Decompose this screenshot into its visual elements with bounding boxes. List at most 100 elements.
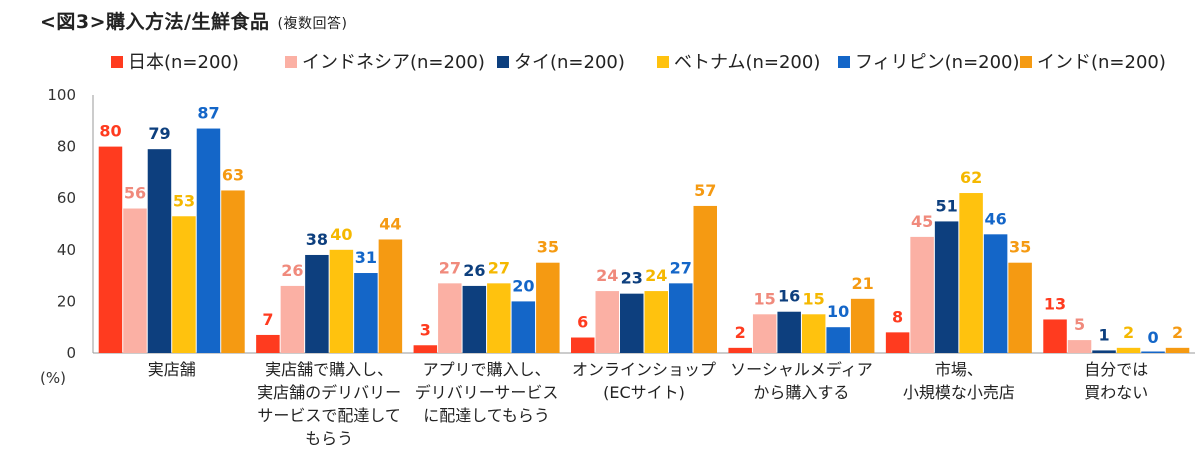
legend-swatch-5 [1020, 56, 1032, 68]
data-label: 0 [1147, 328, 1158, 347]
bar [221, 190, 245, 353]
bar [850, 298, 875, 353]
category-label: もらう [305, 429, 353, 448]
bar [438, 283, 462, 353]
data-label: 63 [222, 165, 244, 184]
bar [910, 236, 934, 353]
bar [1116, 347, 1141, 353]
data-label: 2 [1123, 323, 1134, 342]
data-label: 79 [148, 124, 170, 143]
legend-swatch-2 [497, 56, 509, 68]
data-label: 56 [124, 184, 146, 203]
y-tick-label: 40 [57, 241, 76, 259]
category-label: サービスで配達して [257, 406, 401, 425]
category-label: 自分では [1084, 360, 1148, 379]
data-label: 53 [173, 191, 195, 210]
bar [487, 283, 511, 353]
bar [1067, 340, 1092, 353]
bar [801, 314, 826, 353]
bar [693, 205, 717, 353]
bar [571, 337, 595, 353]
bar [147, 149, 172, 353]
data-label: 46 [984, 209, 1006, 228]
bar [413, 345, 438, 353]
category-label: オンラインショップ [572, 360, 716, 379]
data-label: 35 [537, 238, 559, 257]
bar [620, 293, 644, 353]
chart-subtitle: (複数回答) [277, 16, 348, 32]
category-label: に配達してもらう [423, 406, 550, 425]
data-label: 26 [281, 261, 303, 280]
bar [595, 291, 619, 353]
bar [329, 249, 354, 353]
data-label: 80 [99, 122, 121, 141]
y-tick-label: 20 [57, 292, 76, 310]
category-label: 実店舗で購入し、 [265, 360, 393, 379]
legend-label-0: 日本(n=200) [128, 52, 239, 73]
y-tick-label: 80 [57, 138, 76, 156]
bar [885, 332, 910, 353]
data-label: 2 [1172, 323, 1183, 342]
legend-swatch-0 [111, 56, 123, 68]
category-label: (ECサイト) [603, 383, 685, 402]
legend-swatch-3 [657, 56, 669, 68]
y-tick-label: 0 [66, 344, 76, 362]
bar [959, 193, 983, 353]
category-label: 小規模な小売店 [903, 383, 1015, 402]
data-label: 5 [1074, 315, 1085, 334]
data-label: 57 [694, 181, 716, 200]
y-axis-unit: (%) [40, 369, 66, 387]
data-label: 2 [735, 323, 746, 342]
data-label: 3 [420, 320, 431, 339]
bar [123, 208, 147, 353]
bars [98, 128, 1190, 353]
data-label: 16 [778, 287, 800, 306]
chart-title-text: <図3>購入方法/生鮮食品 [40, 11, 270, 33]
legend-label-2: タイ(n=200) [514, 52, 625, 73]
bar [983, 234, 1008, 353]
data-label: 27 [439, 258, 461, 277]
data-label: 40 [330, 225, 352, 244]
legend-label-3: ベトナム(n=200) [674, 52, 820, 73]
data-label: 1 [1098, 325, 1109, 344]
category-label: から購入する [753, 383, 849, 402]
bar [462, 285, 487, 353]
data-label: 10 [827, 302, 849, 321]
category-label: デリバリーサービス [415, 383, 559, 402]
category-label: 実店舗のデリバリー [257, 383, 401, 402]
data-label: 23 [621, 269, 643, 288]
data-label: 87 [197, 104, 219, 123]
chart-title: <図3>購入方法/生鮮食品 (複数回答) [40, 7, 347, 34]
data-label: 51 [935, 196, 957, 215]
y-tick-label: 60 [57, 189, 76, 207]
data-label: 62 [960, 168, 982, 187]
bar [669, 283, 693, 353]
bar [280, 285, 305, 353]
legend-label-4: フィリピン(n=200) [855, 52, 1020, 73]
data-label: 38 [306, 230, 328, 249]
data-label: 27 [488, 258, 510, 277]
legend-label-1: インドネシア(n=200) [302, 52, 485, 73]
bar [752, 314, 777, 353]
bar [1165, 347, 1190, 353]
data-label: 15 [754, 289, 776, 308]
bar [934, 221, 959, 353]
legend-swatch-1 [285, 56, 297, 68]
data-label: 6 [577, 313, 588, 332]
data-label: 24 [596, 266, 618, 285]
legend-swatch-4 [838, 56, 850, 68]
legend-label-5: インド(n=200) [1037, 52, 1166, 73]
data-label: 8 [892, 307, 903, 326]
data-label: 20 [512, 276, 534, 295]
data-label: 45 [911, 212, 933, 231]
legend: 日本(n=200) インドネシア(n=200) タイ(n=200) ベトナム(n=20… [111, 52, 1166, 73]
data-label: 31 [355, 248, 377, 267]
bar [826, 327, 850, 353]
data-label: 13 [1044, 294, 1066, 313]
bar [644, 291, 668, 353]
category-label: ソーシャルメディア [730, 360, 873, 379]
y-tick-label: 100 [47, 86, 76, 104]
bar [98, 146, 123, 353]
